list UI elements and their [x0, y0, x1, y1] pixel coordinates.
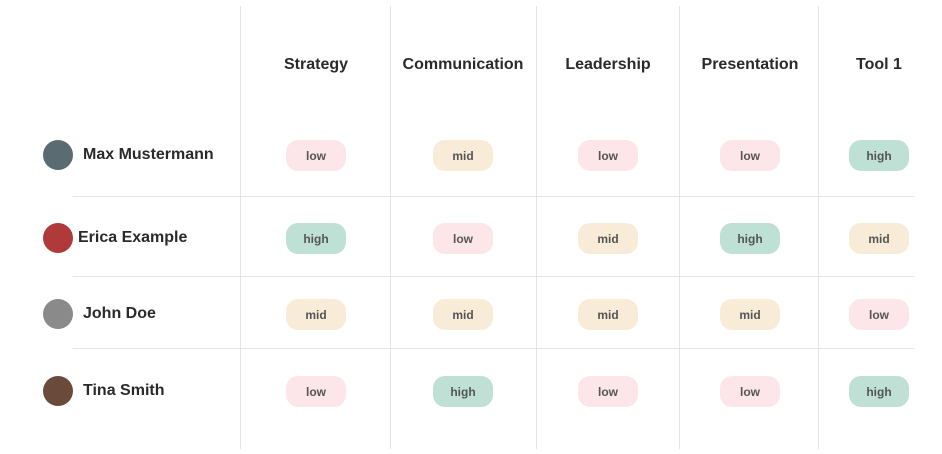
level-badge: low: [578, 376, 638, 407]
level-badge: low: [578, 140, 638, 171]
column-divider: [390, 6, 391, 449]
level-badge: low: [286, 376, 346, 407]
column-divider: [536, 6, 537, 449]
level-badge: high: [849, 376, 909, 407]
avatar: [43, 223, 73, 253]
level-badge: mid: [433, 299, 493, 330]
person-name: John Doe: [83, 305, 156, 322]
level-badge: mid: [720, 299, 780, 330]
level-badge: mid: [578, 299, 638, 330]
column-divider: [818, 6, 819, 449]
level-badge: high: [849, 140, 909, 171]
row-divider: [73, 196, 914, 197]
level-badge: mid: [286, 299, 346, 330]
person-name: Erica Example: [78, 229, 188, 246]
column-header: Communication: [402, 56, 524, 73]
level-badge: mid: [849, 223, 909, 254]
level-badge: low: [286, 140, 346, 171]
person-name: Max Mustermann: [83, 146, 214, 163]
level-badge: mid: [578, 223, 638, 254]
row-divider: [73, 348, 914, 349]
level-badge: high: [286, 223, 346, 254]
column-divider: [240, 6, 241, 449]
avatar: [43, 376, 73, 406]
column-header: Presentation: [701, 56, 799, 73]
level-badge: low: [849, 299, 909, 330]
avatar: [43, 299, 73, 329]
person-name: Tina Smith: [83, 382, 165, 399]
column-header: Tool 1: [856, 56, 902, 73]
level-badge: high: [433, 376, 493, 407]
avatar: [43, 140, 73, 170]
level-badge: low: [720, 140, 780, 171]
row-divider: [73, 276, 914, 277]
level-badge: low: [720, 376, 780, 407]
level-badge: low: [433, 223, 493, 254]
level-badge: high: [720, 223, 780, 254]
column-header: Leadership: [565, 56, 651, 73]
level-badge: mid: [433, 140, 493, 171]
column-divider: [679, 6, 680, 449]
column-header: Strategy: [283, 56, 349, 73]
